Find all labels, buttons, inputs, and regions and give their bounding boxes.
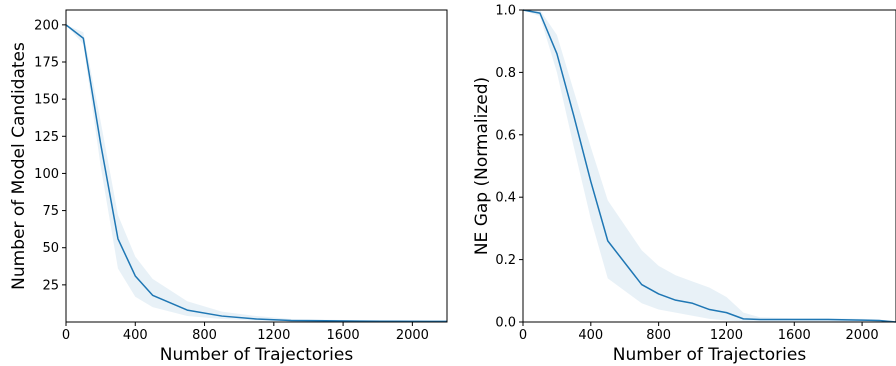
y-tick-label: 0.2 [495,253,516,268]
y-tick-label: 75 [42,204,59,219]
x-tick-label: 0 [519,328,527,343]
x-tick-label: 1200 [710,328,743,343]
chart-ne-gap: 0 400 800 1200 1600 2000 0.0 0.2 0.4 0.6 0.8 1.0 Num… [472,4,896,365]
x-tick-label: 1600 [778,328,811,343]
y-tick-label: 25 [42,278,59,293]
axes-frame [65,9,448,323]
x-tick-label: 400 [123,328,148,343]
series-line-0 [65,24,447,323]
chart-model-candidates: 0 400 800 1200 1600 2000 25 50 75 100 125 150 175 200… [9,9,448,365]
x-tick-label: 2000 [846,328,879,343]
y-axis-label: Number of Model Candidates [9,42,29,290]
y-tick-label: 0.4 [495,191,516,206]
x-tick-label: 0 [62,328,70,343]
y-tick-label: 0.6 [495,128,516,143]
confidence-band-0 [66,24,447,322]
x-tick-label: 1600 [327,328,360,343]
y-tick-label: 175 [34,56,59,71]
y-tick-label: 125 [34,130,59,145]
y-tick-label: 100 [34,167,59,182]
x-tick-label: 400 [578,328,603,343]
x-axis-label: Number of Trajectories [613,345,807,365]
x-tick-label: 800 [192,328,217,343]
x-tick-label: 2000 [396,328,429,343]
y-tick-label: 150 [34,93,59,108]
y-tick-label: 50 [42,241,59,256]
x-tick-label: 800 [646,328,671,343]
confidence-band-0 [523,10,896,322]
series-line-0 [522,9,896,323]
y-tick-label: 200 [34,18,59,33]
x-tick-label: 1200 [257,328,290,343]
y-axis-label: NE Gap (Normalized) [472,77,492,255]
y-tick-label: 0.0 [495,316,516,331]
y-tick-label: 0.8 [495,66,516,81]
axes-frame [522,9,896,323]
y-tick-label: 1.0 [495,4,516,19]
x-axis-label: Number of Trajectories [160,345,354,365]
